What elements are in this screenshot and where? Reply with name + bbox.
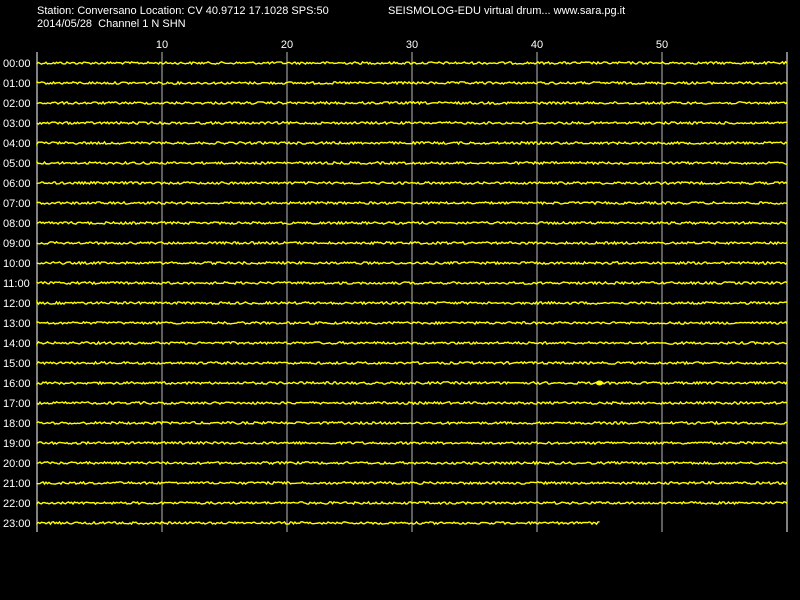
hour-label: 10:00 [3,258,31,270]
trace-0000 [36,60,788,66]
hour-label: 01:00 [3,78,31,90]
trace-1100 [36,280,788,286]
hour-label: 07:00 [3,198,31,210]
trace-1700 [36,400,788,406]
trace-0700 [36,200,788,206]
hour-label: 12:00 [3,298,31,310]
trace-1900 [36,440,788,446]
trace-0300 [36,120,788,126]
hour-label: 18:00 [3,418,31,430]
x-tick-label: 20 [281,39,293,51]
hour-label: 21:00 [3,478,31,490]
hour-label: 04:00 [3,138,31,150]
trace-1500 [36,360,788,366]
trace-2000 [36,460,788,466]
hour-label: 11:00 [3,278,30,290]
trace-1600 [36,380,788,386]
trace-0500 [36,160,788,166]
trace-0900 [36,240,788,246]
station-info: Station: Conversano Location: CV 40.9712… [37,5,329,17]
x-tick-label: 40 [531,39,543,51]
hour-label: 03:00 [3,118,31,130]
hour-label: 16:00 [3,378,31,390]
trace-1000 [36,260,788,266]
hour-label: 20:00 [3,458,31,470]
trace-1800 [36,420,788,426]
brand-info: SEISMOLOG-EDU virtual drum... www.sara.p… [388,5,626,17]
trace-0200 [36,100,788,106]
hour-label: 23:00 [3,518,31,530]
trace-1300 [36,320,788,326]
date-channel-info: 2014/05/28 Channel 1 N SHN [37,18,186,30]
hour-label: 19:00 [3,438,31,450]
trace-2200 [36,500,788,506]
hour-label: 02:00 [3,98,31,110]
x-tick-label: 10 [156,39,168,51]
x-tick-label: 50 [656,39,668,51]
hour-label: 05:00 [3,158,31,170]
hour-label: 06:00 [3,178,31,190]
hour-label: 08:00 [3,218,31,230]
hour-label: 09:00 [3,238,31,250]
trace-1400 [36,340,788,347]
hour-label: 17:00 [3,398,31,410]
trace-0600 [36,180,788,186]
trace-2100 [36,480,788,486]
trace-0400 [36,140,788,146]
trace-0100 [36,80,788,86]
trace-2300 [36,520,600,526]
event-marker [596,380,603,386]
x-tick-label: 30 [406,39,418,51]
hour-label: 22:00 [3,498,31,510]
hour-label: 13:00 [3,318,31,330]
hour-label: 15:00 [3,358,31,370]
trace-0800 [36,220,788,226]
hour-label: 14:00 [3,338,31,350]
trace-1200 [36,299,788,306]
hour-label: 00:00 [3,58,31,70]
